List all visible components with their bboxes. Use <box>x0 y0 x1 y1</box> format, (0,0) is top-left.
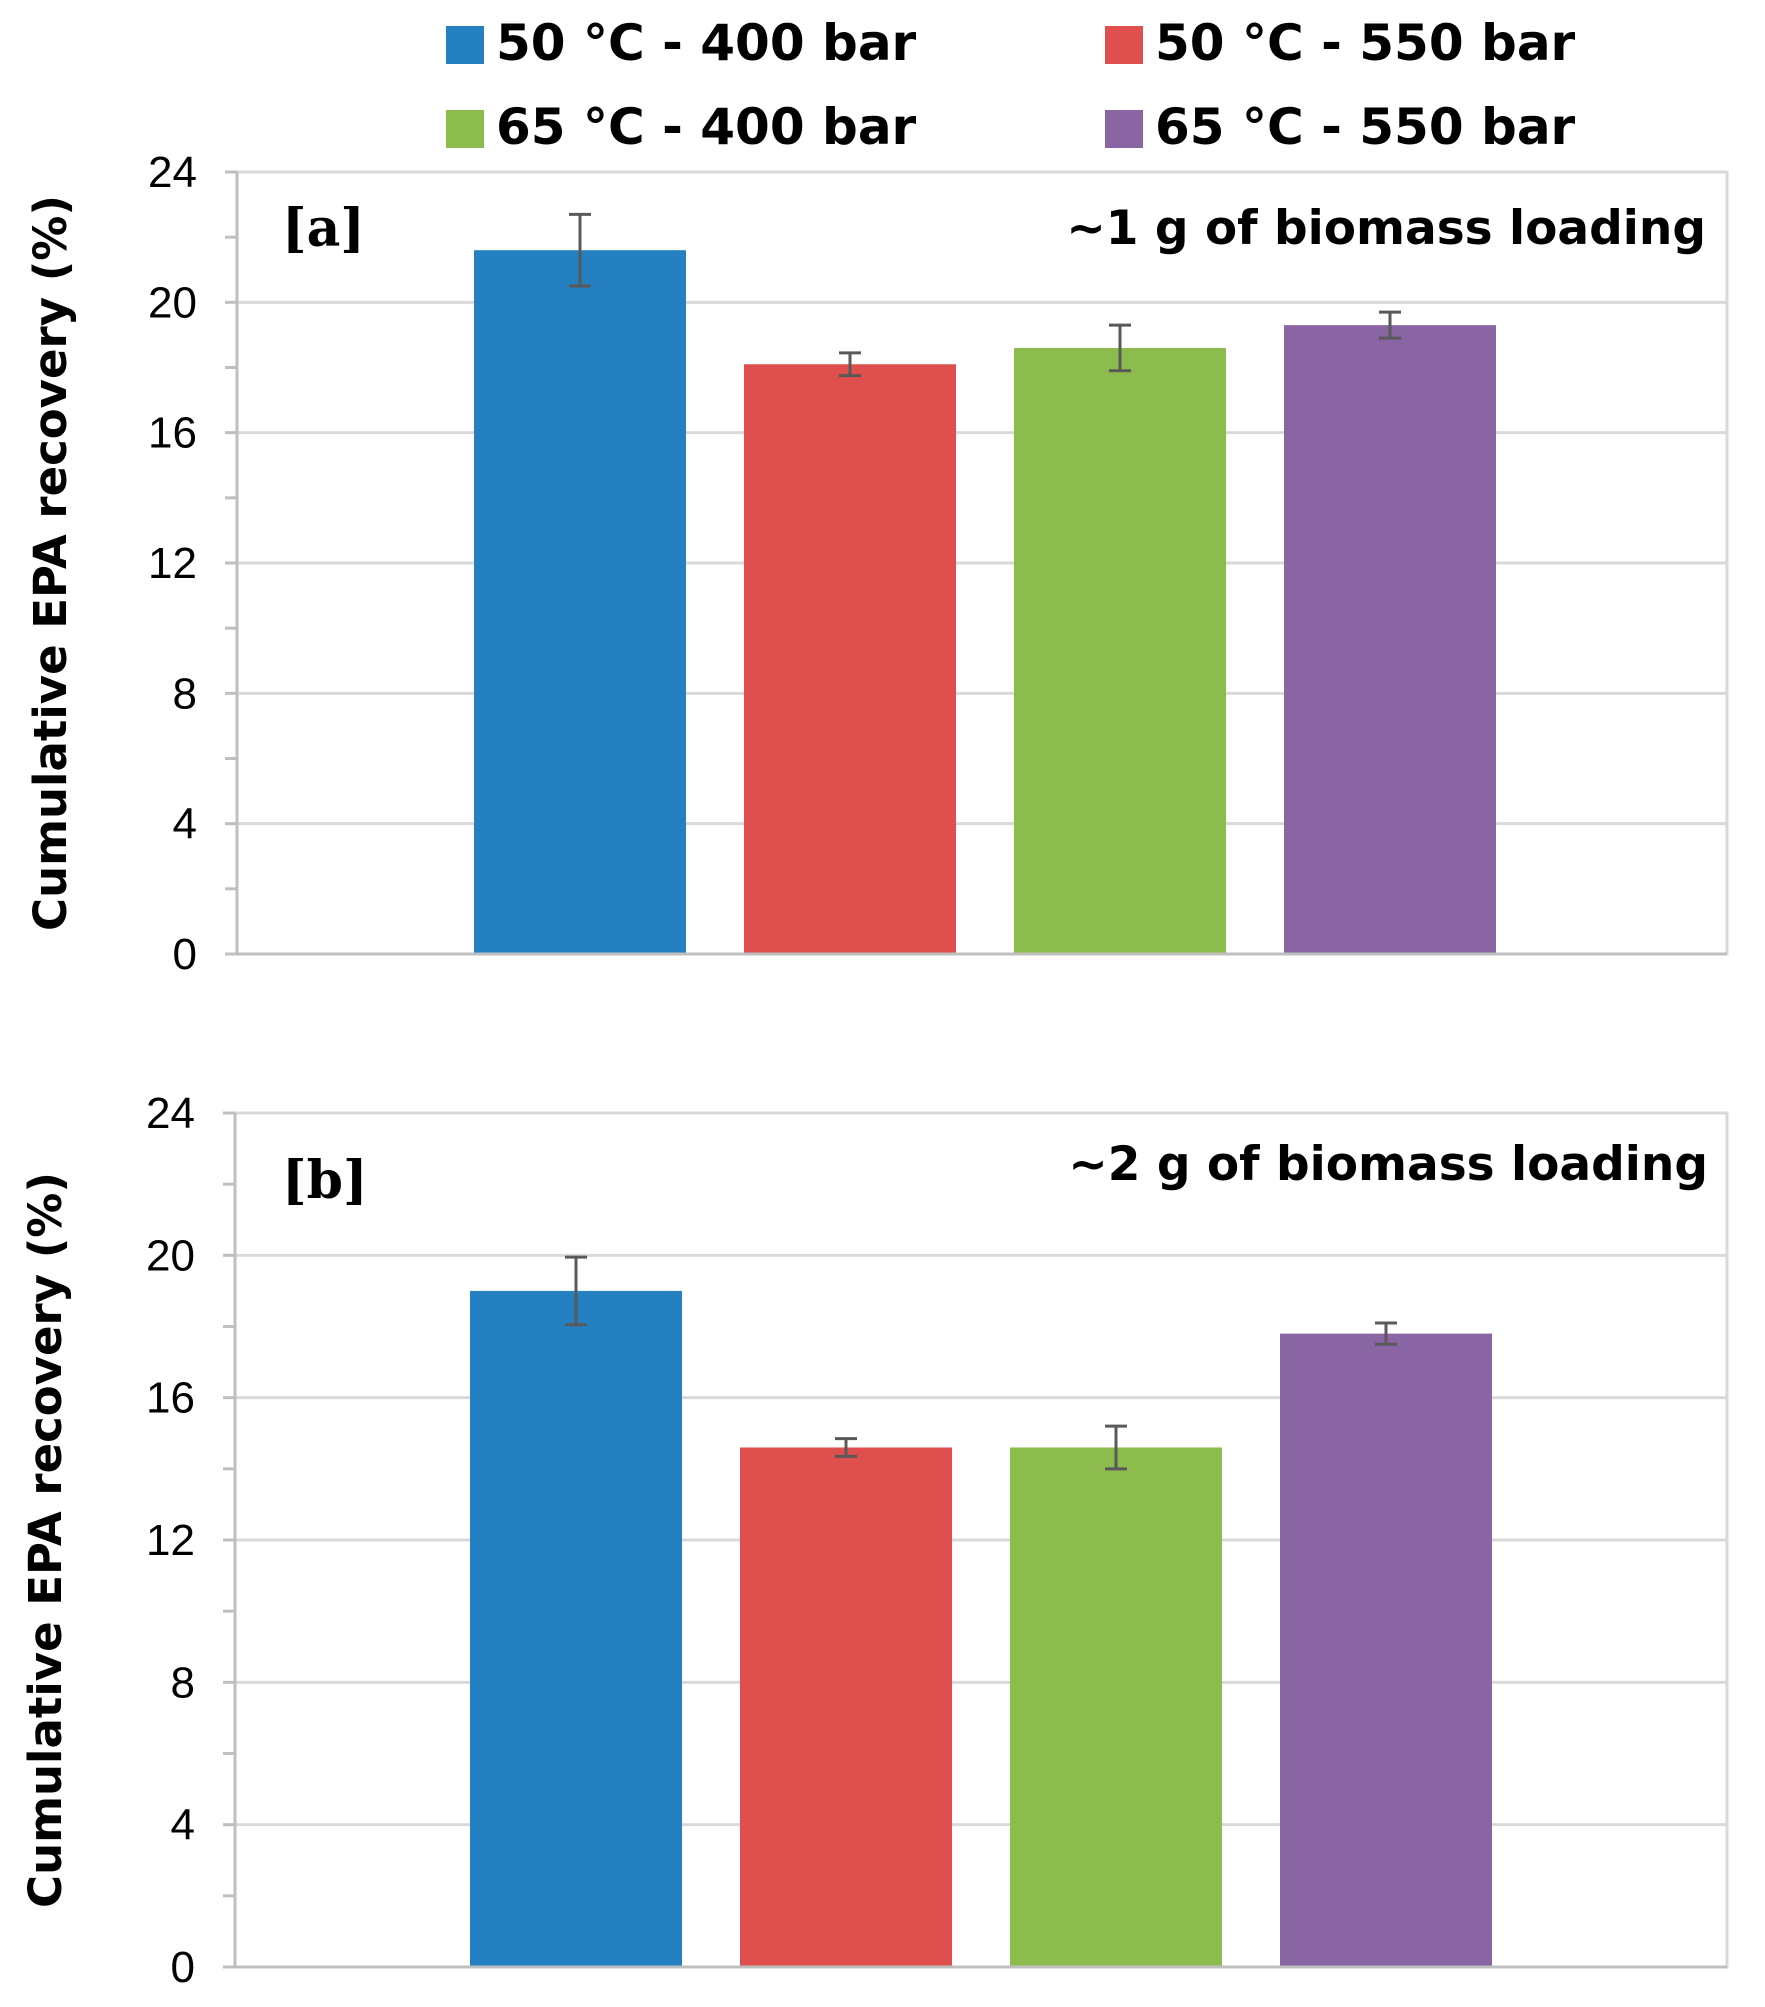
error-bar-2 <box>1109 323 1131 373</box>
y-tick-label: 16 <box>148 409 197 458</box>
panel-annotation: ~1 g of biomass loading <box>1066 201 1706 256</box>
bar-2 <box>1014 347 1226 954</box>
legend-entry-2: 65 °C - 400 bar <box>446 98 917 156</box>
y-tick-labels: 0 4 8 12 16 20 24 <box>146 1089 195 1992</box>
bar-0 <box>470 1290 682 1967</box>
error-bar-1 <box>835 1437 857 1458</box>
legend-entry-3: 65 °C - 550 bar <box>1105 98 1576 156</box>
y-tick-label: 4 <box>173 800 197 849</box>
legend-label-0: 50 °C - 400 bar <box>496 14 917 72</box>
bar-0 <box>474 250 686 954</box>
legend-label-1: 50 °C - 550 bar <box>1155 14 1576 72</box>
y-axis-label: Cumulative EPA recovery (%) <box>24 195 77 931</box>
gridlines <box>235 1253 1727 1827</box>
legend-swatch-0 <box>446 26 484 64</box>
y-tick-label: 0 <box>171 1943 195 1992</box>
legend-label-2: 65 °C - 400 bar <box>496 98 917 156</box>
error-bar-3 <box>1379 310 1401 340</box>
legend-entry-0: 50 °C - 400 bar <box>446 14 917 72</box>
error-bars <box>565 1255 1397 1471</box>
error-bar-0 <box>569 212 591 288</box>
error-bar-2 <box>1105 1424 1127 1471</box>
bar-1 <box>740 1447 952 1967</box>
y-tick-label: 20 <box>148 278 197 327</box>
y-tick-label: 16 <box>146 1374 195 1423</box>
y-tick-label: 4 <box>171 1801 195 1850</box>
error-bar-0 <box>565 1255 587 1327</box>
error-bar-3 <box>1375 1321 1397 1346</box>
legend-entry-1: 50 °C - 550 bar <box>1105 14 1576 72</box>
bar-3 <box>1284 325 1496 954</box>
legend-swatch-1 <box>1105 26 1143 64</box>
legend: 50 °C - 400 bar 50 °C - 550 bar 65 °C - … <box>446 14 1576 156</box>
gridlines <box>237 300 1727 826</box>
legend-label-3: 65 °C - 550 bar <box>1155 98 1576 156</box>
bar-1 <box>744 364 956 954</box>
y-axis <box>223 1111 1727 1969</box>
y-tick-label: 12 <box>148 539 197 588</box>
panel-label: [b] <box>282 1150 368 1211</box>
y-tick-label: 24 <box>148 148 197 197</box>
legend-swatch-2 <box>446 110 484 148</box>
y-tick-label: 20 <box>146 1231 195 1280</box>
bars <box>474 250 1496 954</box>
y-tick-label: 8 <box>173 669 197 718</box>
y-tick-label: 8 <box>171 1658 195 1707</box>
y-tick-label: 12 <box>146 1516 195 1565</box>
panel-annotation: ~2 g of biomass loading <box>1068 1137 1708 1192</box>
error-bar-1 <box>839 351 861 378</box>
panel-label: [a] <box>282 198 365 259</box>
y-tick-label: 0 <box>173 930 197 979</box>
y-tick-labels: 0 4 8 12 16 20 24 <box>148 148 197 979</box>
y-axis <box>225 170 1727 956</box>
bar-3 <box>1280 1333 1492 1967</box>
bar-2 <box>1010 1447 1222 1967</box>
bars <box>470 1290 1492 1967</box>
legend-swatch-3 <box>1105 110 1143 148</box>
y-axis-label: Cumulative EPA recovery (%) <box>19 1172 72 1908</box>
error-bars <box>569 212 1401 378</box>
y-tick-label: 24 <box>146 1089 195 1138</box>
